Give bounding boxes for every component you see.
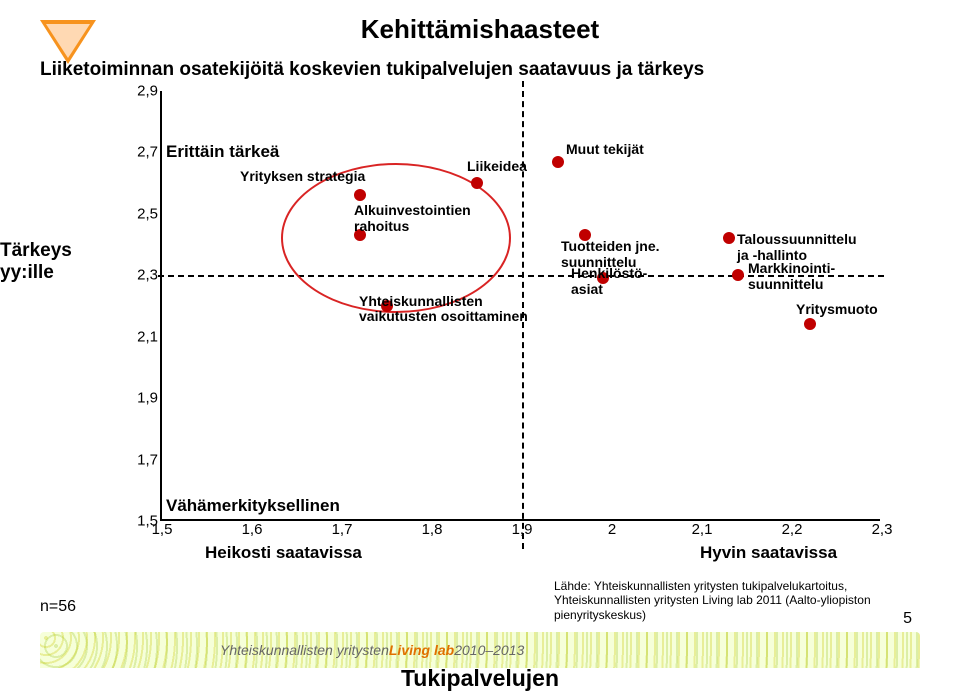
slide-number: 5	[903, 610, 912, 628]
source-citation: Lähde: Yhteiskunnallisten yritysten tuki…	[554, 579, 914, 622]
page-subtitle: Liiketoiminnan osatekijöitä koskevien tu…	[40, 59, 920, 81]
y-tick-label: 1,9	[137, 390, 158, 407]
n-label: n=56	[40, 598, 76, 616]
y-tick-label: 2,7	[137, 144, 158, 161]
y-tick-label: 2,9	[137, 83, 158, 100]
x-tick-label: 1,6	[242, 521, 263, 538]
footer-text-plain: Yhteiskunnallisten yritysten	[220, 642, 389, 658]
y-tick-label: 2,1	[137, 328, 158, 345]
brand-triangle	[40, 20, 96, 64]
x-tick-label: 2	[608, 521, 616, 538]
y-tick-label: 1,7	[137, 451, 158, 468]
data-point	[732, 269, 744, 281]
y-axis-title: Tärkeys yy:ille	[0, 240, 110, 284]
data-point-label: Markkinointi-suunnittelu	[748, 261, 835, 292]
data-point-label: Taloussuunnitteluja -hallinto	[737, 232, 857, 263]
data-point-label: Liikeidea	[467, 159, 527, 174]
data-point	[552, 156, 564, 168]
data-point-label: Alkuinvestointienrahoitus	[354, 203, 471, 234]
x-axis-labels: 1,51,61,71,81,922,12,22,3	[162, 521, 880, 545]
x-tick-label: 2,3	[872, 521, 893, 538]
x-tick-label: 1,7	[332, 521, 353, 538]
data-point	[723, 232, 735, 244]
data-point-label: Henkilöstö-asiat	[571, 266, 647, 297]
x-tick-label: 2,1	[692, 521, 713, 538]
footer-text-years: 2010–2013	[454, 642, 524, 658]
data-point-label: Yhteiskunnallistenvaikutusten osoittamin…	[359, 294, 528, 325]
y-axis-labels: 1,51,71,92,12,32,52,72,9	[122, 91, 158, 519]
page-title: Kehittämishaasteet	[40, 14, 920, 45]
x-tick-label: 1,5	[152, 521, 173, 538]
importance-low-label: Vähämerkityksellinen	[166, 496, 340, 516]
data-point-label: Yritysmuoto	[796, 302, 878, 317]
importance-high-label: Erittäin tärkeä	[166, 142, 279, 162]
y-tick-label: 2,3	[137, 267, 158, 284]
data-point	[471, 177, 483, 189]
footer-text-highlight: Living lab	[389, 642, 454, 658]
availability-high-label: Hyvin saatavissa	[700, 543, 837, 563]
availability-low-label: Heikosti saatavissa	[205, 543, 362, 563]
x-axis-title: Tukipalvelujen	[401, 665, 559, 692]
data-point-label: Muut tekijät	[566, 142, 644, 157]
footer-bar: Yhteiskunnallisten yritysten Living lab …	[40, 632, 920, 668]
data-point	[804, 318, 816, 330]
y-tick-label: 2,5	[137, 205, 158, 222]
data-point-label: Yrityksen strategia	[240, 169, 365, 184]
data-point	[354, 189, 366, 201]
x-tick-label: 2,2	[782, 521, 803, 538]
x-tick-label: 1,8	[422, 521, 443, 538]
